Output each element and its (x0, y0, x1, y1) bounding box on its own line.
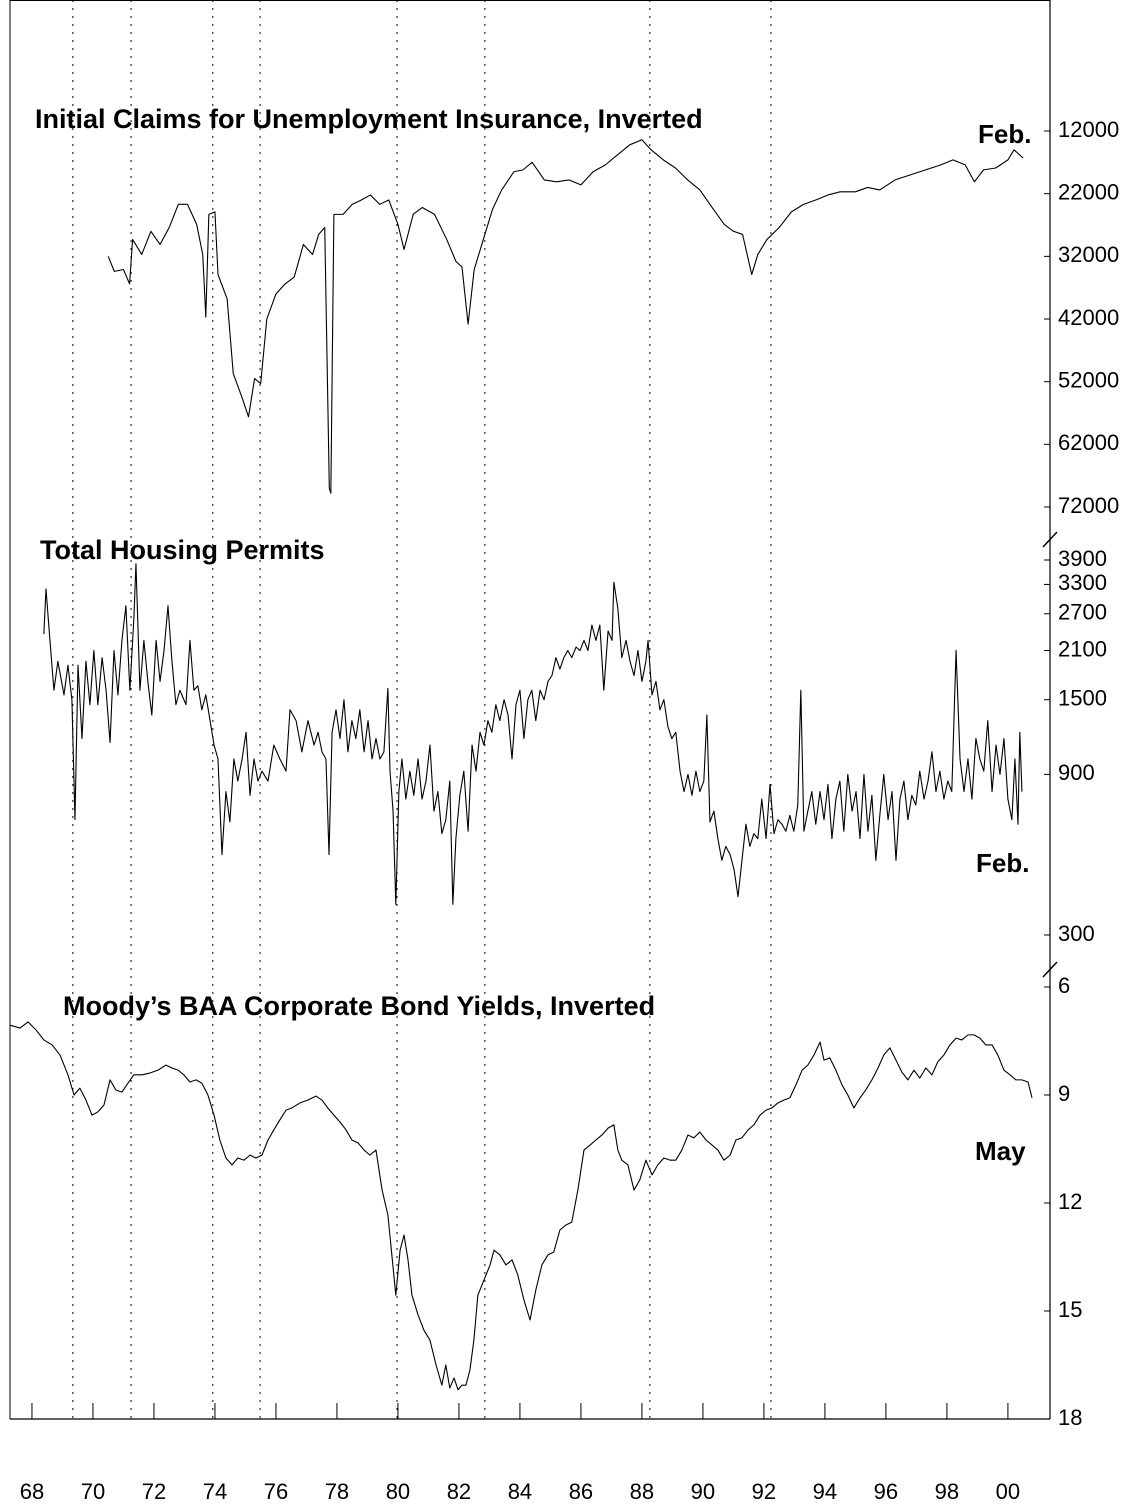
data-line (43, 563, 1023, 905)
x-tick-label: 94 (813, 1479, 837, 1504)
x-tick-label: 82 (447, 1479, 471, 1504)
end-label: Feb. (976, 848, 1029, 878)
y-tick-label: 1500 (1058, 686, 1107, 711)
x-tick-label: 88 (630, 1479, 654, 1504)
y-tick-label: 15 (1058, 1297, 1082, 1322)
data-line (9, 1021, 1033, 1391)
x-tick-label: 78 (325, 1479, 349, 1504)
y-tick-label: 62000 (1058, 430, 1119, 455)
y-tick-label: 300 (1058, 921, 1095, 946)
axis-break (1042, 531, 1058, 548)
x-tick-label: 80 (386, 1479, 410, 1504)
y-tick-label: 3300 (1058, 570, 1107, 595)
y-tick-label: 72000 (1058, 493, 1119, 518)
x-tick-label: 74 (203, 1479, 227, 1504)
y-tick-label: 22000 (1058, 180, 1119, 205)
y-tick-label: 12000 (1058, 117, 1119, 142)
x-tick-label: 86 (569, 1479, 593, 1504)
x-tick-label: 72 (142, 1479, 166, 1504)
x-tick-label: 90 (691, 1479, 715, 1504)
x-tick-label: 00 (996, 1479, 1020, 1504)
y-tick-label: 2100 (1058, 636, 1107, 661)
x-tick-label: 70 (81, 1479, 105, 1504)
data-line (107, 139, 1024, 494)
y-tick-label: 52000 (1058, 367, 1119, 392)
y-tick-label: 32000 (1058, 242, 1119, 267)
x-tick-label: 76 (264, 1479, 288, 1504)
panel-title: Moody’s BAA Corporate Bond Yields, Inver… (63, 991, 655, 1021)
x-tick-label: 84 (508, 1479, 532, 1504)
axis-break (1042, 961, 1058, 978)
y-tick-label: 9 (1058, 1081, 1070, 1106)
y-tick-label: 12 (1058, 1189, 1082, 1214)
y-tick-label: 6 (1058, 973, 1070, 998)
y-tick-label: 3900 (1058, 546, 1107, 571)
y-tick-label: 2700 (1058, 600, 1107, 625)
x-tick-label: 98 (935, 1479, 959, 1504)
x-tick-label: 96 (874, 1479, 898, 1504)
y-tick-label: 18 (1058, 1405, 1082, 1430)
y-tick-label: 42000 (1058, 305, 1119, 330)
panel-title: Initial Claims for Unemployment Insuranc… (35, 104, 703, 134)
end-label: Feb. (978, 119, 1031, 149)
end-label: May (975, 1136, 1026, 1166)
panel-title: Total Housing Permits (40, 535, 325, 565)
x-tick-label: 68 (20, 1479, 44, 1504)
y-tick-label: 900 (1058, 760, 1095, 785)
x-tick-label: 92 (752, 1479, 776, 1504)
